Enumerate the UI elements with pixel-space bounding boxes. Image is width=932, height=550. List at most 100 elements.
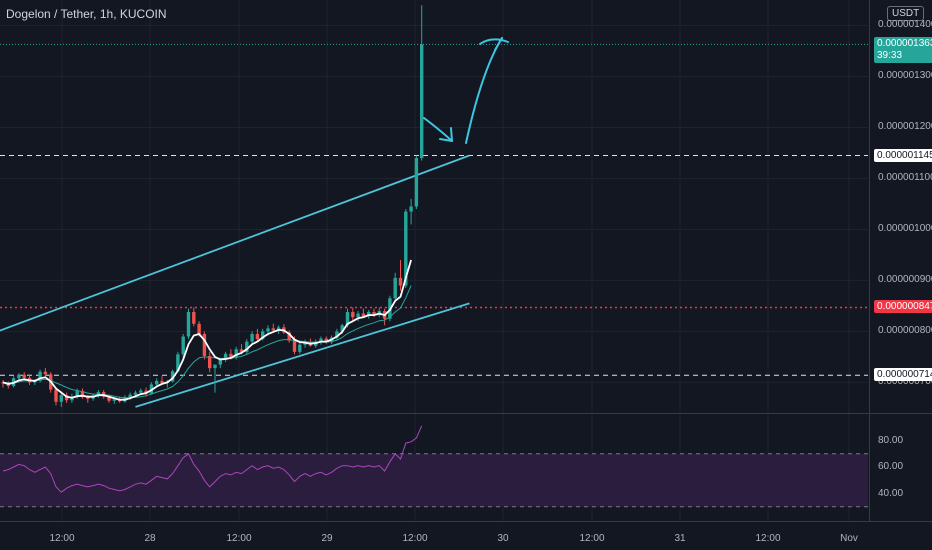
- channel-lower-line: [135, 302, 470, 408]
- time-tick-label: 31: [674, 533, 686, 544]
- candle-body: [43, 371, 48, 375]
- drawn-down-arrow: [423, 117, 453, 142]
- level-price-badge: 0.000000847: [874, 300, 932, 314]
- time-tick-label: Nov: [840, 533, 858, 544]
- candle-body: [17, 374, 21, 379]
- candle-body: [213, 364, 217, 369]
- candle-body: [271, 328, 275, 331]
- candle-body: [255, 333, 260, 340]
- candle-body: [276, 327, 281, 331]
- candle-body: [202, 333, 207, 356]
- candle-body: [324, 338, 328, 343]
- candle-body: [208, 355, 212, 369]
- time-tick-label: 29: [321, 533, 333, 544]
- candle-body: [181, 336, 185, 355]
- candle-body: [250, 333, 254, 342]
- channel-upper-line: [0, 154, 470, 332]
- candle-body: [80, 391, 85, 398]
- candle-body: [335, 331, 339, 338]
- candle-body: [223, 353, 228, 360]
- candle-body: [393, 277, 397, 299]
- candle-body: [22, 374, 26, 378]
- level-price-badge: 0.000000714: [874, 368, 932, 382]
- candle-body: [356, 313, 360, 318]
- candle-body: [361, 313, 366, 317]
- candle-body: [107, 396, 111, 401]
- rsi-band: [0, 453, 868, 507]
- candle-body: [345, 312, 350, 326]
- candle-body: [38, 371, 42, 381]
- drawn-up-arrowhead: [479, 37, 509, 51]
- drawn-down-arrowhead: [439, 127, 453, 142]
- candle-body: [155, 380, 159, 385]
- candle-body: [197, 323, 201, 334]
- candle-body: [319, 338, 323, 342]
- price-axis-divider: [869, 0, 870, 521]
- candle-body: [176, 354, 180, 372]
- candle-body: [398, 277, 403, 286]
- candle-body: [75, 391, 79, 397]
- time-tick-label: 12:00: [49, 533, 75, 544]
- candle-body: [128, 394, 132, 398]
- time-tick-label: 12:00: [579, 533, 605, 544]
- candle-body: [367, 312, 371, 317]
- price-tick-label: 0.000000700: [878, 376, 932, 388]
- chart-title: Dogelon / Tether, 1h, KUCOIN: [6, 7, 167, 21]
- candle-body: [218, 359, 222, 365]
- candle-body: [133, 392, 138, 395]
- candle-body: [229, 353, 233, 357]
- candle-body: [160, 380, 164, 383]
- time-tick-label: 12:00: [226, 533, 252, 544]
- candle-body: [340, 325, 344, 332]
- price-tick-label: 0.000000900: [878, 274, 932, 286]
- candle-body: [64, 395, 69, 401]
- candle-body: [292, 340, 297, 352]
- candle-body: [351, 312, 355, 318]
- candle-body: [298, 344, 302, 352]
- candle-body: [372, 312, 376, 316]
- candle-body: [86, 397, 90, 399]
- candle-body: [192, 312, 196, 324]
- candle-body: [420, 44, 424, 159]
- candle-body: [287, 332, 291, 341]
- time-tick-label: 12:00: [402, 533, 428, 544]
- candle-body: [139, 390, 143, 393]
- last-price-badge: 0.000001363 39:33: [874, 37, 932, 64]
- time-tick-label: 28: [144, 533, 156, 544]
- price-tick-label: 0.000001300: [878, 70, 932, 82]
- rsi-tick-label: 60.00: [878, 461, 904, 472]
- candle-body: [59, 395, 63, 402]
- price-tick-label: 0.000000800: [878, 325, 932, 337]
- slow-moving-average-line: [2, 285, 412, 399]
- fast-moving-average-line: [2, 259, 412, 401]
- bar-countdown: 39:33: [877, 50, 903, 62]
- pane-divider: [0, 413, 932, 414]
- candle-body: [234, 349, 238, 357]
- time-axis-divider: [0, 521, 932, 522]
- currency-unit-button[interactable]: USDT: [887, 6, 925, 21]
- price-tick-label: 0.000001200: [878, 121, 932, 133]
- candle-body: [404, 211, 408, 286]
- candle-body: [245, 341, 249, 352]
- time-tick-label: 30: [497, 533, 509, 544]
- candle-body: [261, 331, 265, 340]
- price-tick-label: 0.000001100: [878, 172, 932, 184]
- last-price-value: 0.000001363: [877, 38, 932, 50]
- candle-body: [409, 206, 413, 212]
- rsi-tick-label: 80.00: [878, 434, 904, 446]
- candle-body: [303, 342, 307, 345]
- rsi-tick-label: 40.00: [878, 487, 904, 499]
- time-tick-label: 12:00: [755, 533, 781, 544]
- candle-body: [239, 349, 244, 352]
- candle-body: [170, 371, 175, 382]
- candle-body: [112, 399, 116, 401]
- rsi-line: [2, 425, 423, 493]
- candle-body: [186, 312, 191, 337]
- candle-body: [54, 389, 58, 402]
- price-tick-label: 0.000001400: [878, 19, 932, 31]
- level-price-badge: 0.000001145: [874, 148, 932, 162]
- candle-body: [414, 158, 419, 207]
- candle-body: [266, 328, 270, 332]
